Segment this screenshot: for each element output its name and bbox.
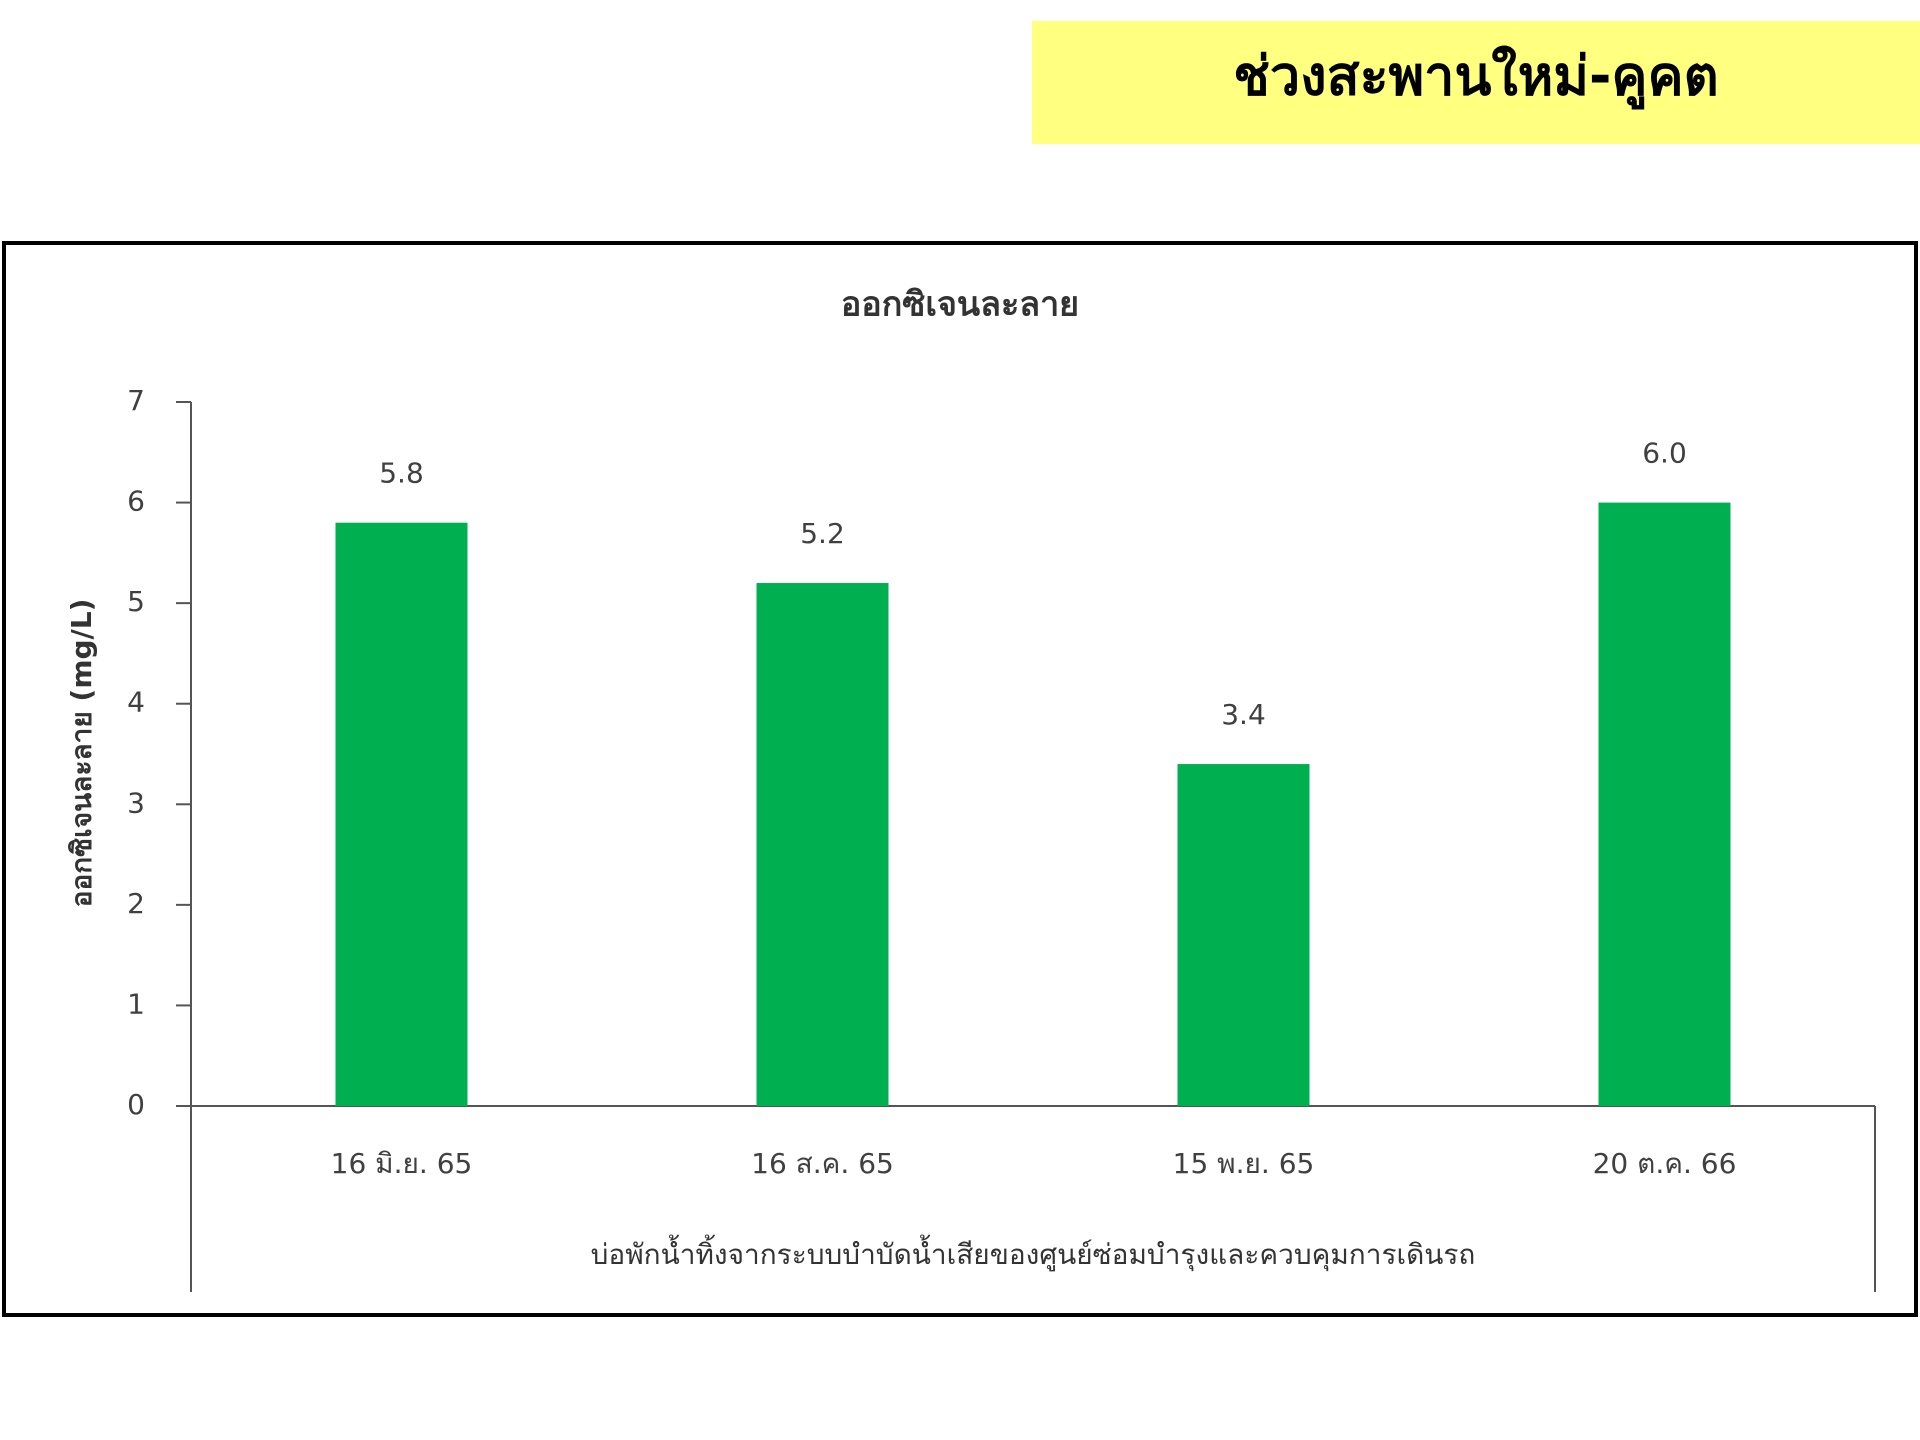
x-tick-label: 15 พ.ย. 65 [1173, 1147, 1315, 1180]
bar [756, 583, 889, 1106]
bar [1177, 764, 1310, 1106]
header-box [1032, 21, 1920, 144]
data-label: 3.4 [1221, 698, 1266, 731]
y-tick-label: 4 [127, 686, 145, 719]
y-tick-label: 5 [127, 585, 145, 618]
x-tick-label: 16 ส.ค. 65 [751, 1147, 894, 1180]
chart-title: ออกซิเจนละลาย [841, 285, 1079, 325]
x-tick-label: 16 มิ.ย. 65 [331, 1147, 473, 1180]
x-axis-label: บ่อพักน้ำทิ้งจากระบบบำบัดน้ำเสียของศูนย์… [591, 1234, 1476, 1272]
bar [335, 522, 468, 1106]
y-tick-label: 2 [127, 887, 145, 920]
data-label: 5.8 [379, 457, 424, 490]
chart-frame [2, 241, 1918, 1317]
bar [1598, 502, 1731, 1107]
y-tick-label: 0 [127, 1088, 145, 1121]
data-label: 6.0 [1642, 437, 1687, 470]
y-tick-label: 6 [127, 485, 145, 518]
y-tick-label: 3 [127, 786, 145, 819]
y-tick-label: 7 [127, 384, 145, 417]
x-tick-label: 20 ต.ค. 66 [1593, 1147, 1737, 1180]
y-axis-label: ออกซิเจนละลาย (mg/L) [65, 599, 98, 908]
y-tick-label: 1 [127, 987, 145, 1020]
data-label: 5.2 [800, 517, 845, 550]
header-title: ช่วงสะพานใหม่-คูคต [1233, 45, 1718, 110]
